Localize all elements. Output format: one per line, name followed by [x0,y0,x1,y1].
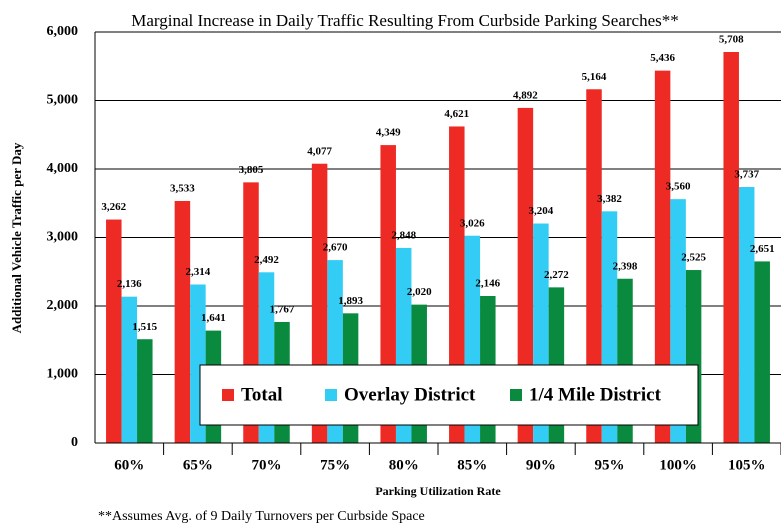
value-label: 4,892 [513,89,538,101]
value-label: 3,026 [460,217,485,229]
x-tick-label: 90% [526,457,556,473]
legend-swatch [325,389,337,401]
bar [723,52,739,443]
footnote: **Assumes Avg. of 9 Daily Turnovers per … [98,509,425,524]
value-label: 2,314 [186,266,211,278]
value-label: 1,893 [338,295,363,307]
x-tick-label: 100% [659,457,697,473]
value-label: 3,204 [529,205,554,217]
bar [586,89,602,444]
x-tick-label: 95% [595,457,625,473]
bar [738,187,755,443]
value-label: 2,670 [323,242,348,254]
bar [517,107,534,443]
value-label: 3,560 [666,181,691,193]
y-tick-label: 5,000 [47,93,79,108]
x-tick-label: 65% [183,457,213,473]
value-label: 3,262 [101,201,126,213]
bar [106,219,122,443]
y-tick-label: 0 [71,435,78,450]
y-tick-label: 3,000 [47,230,79,245]
value-label: 5,436 [650,52,675,64]
legend-swatch [222,389,234,401]
x-tick-label: 85% [457,457,487,473]
value-label: 4,349 [376,127,401,139]
y-tick-label: 2,000 [47,298,79,313]
bar [137,339,153,443]
value-label: 4,621 [444,108,469,120]
x-tick-label: 60% [114,457,144,473]
bar [449,126,465,444]
value-label: 3,382 [597,193,622,205]
value-label: 2,525 [681,252,706,264]
bar [754,261,770,443]
value-label: 1,767 [270,303,295,315]
value-label: 5,164 [582,71,607,83]
value-label: 2,020 [407,286,432,298]
x-tick-label: 75% [320,457,350,473]
value-label: 2,398 [613,260,638,272]
value-label: 3,737 [734,169,759,181]
y-axis-title: Additional Vehicle Traffic per Day [9,142,24,333]
legend-label: Overlay District [344,384,476,405]
x-axis-title: Parking Utilization Rate [375,484,501,498]
value-label: 4,077 [307,145,332,157]
bar [174,200,191,443]
x-tick-label: 70% [252,457,282,473]
value-label: 2,136 [117,278,142,290]
value-label: 2,492 [254,254,279,266]
bar [654,70,671,443]
value-label: 3,533 [170,183,195,195]
x-tick-label: 105% [728,457,766,473]
value-label: 2,848 [391,229,416,241]
value-label: 5,708 [719,34,744,46]
value-label: 3,805 [239,164,264,176]
value-label: 2,146 [475,278,500,290]
y-tick-label: 6,000 [47,24,79,39]
value-label: 2,272 [544,269,569,281]
bar [121,296,138,443]
legend-swatch [510,389,522,401]
value-label: 1,515 [132,321,157,333]
chart-title: Marginal Increase in Daily Traffic Resul… [131,11,679,30]
legend-box [199,364,699,426]
x-tick-label: 80% [389,457,419,473]
value-label: 1,641 [201,312,226,324]
value-label: 2,651 [750,243,775,255]
legend-label: Total [241,384,283,405]
y-tick-label: 1,000 [47,367,79,382]
legend-label: 1/4 Mile District [529,384,662,405]
y-tick-label: 4,000 [47,161,79,176]
